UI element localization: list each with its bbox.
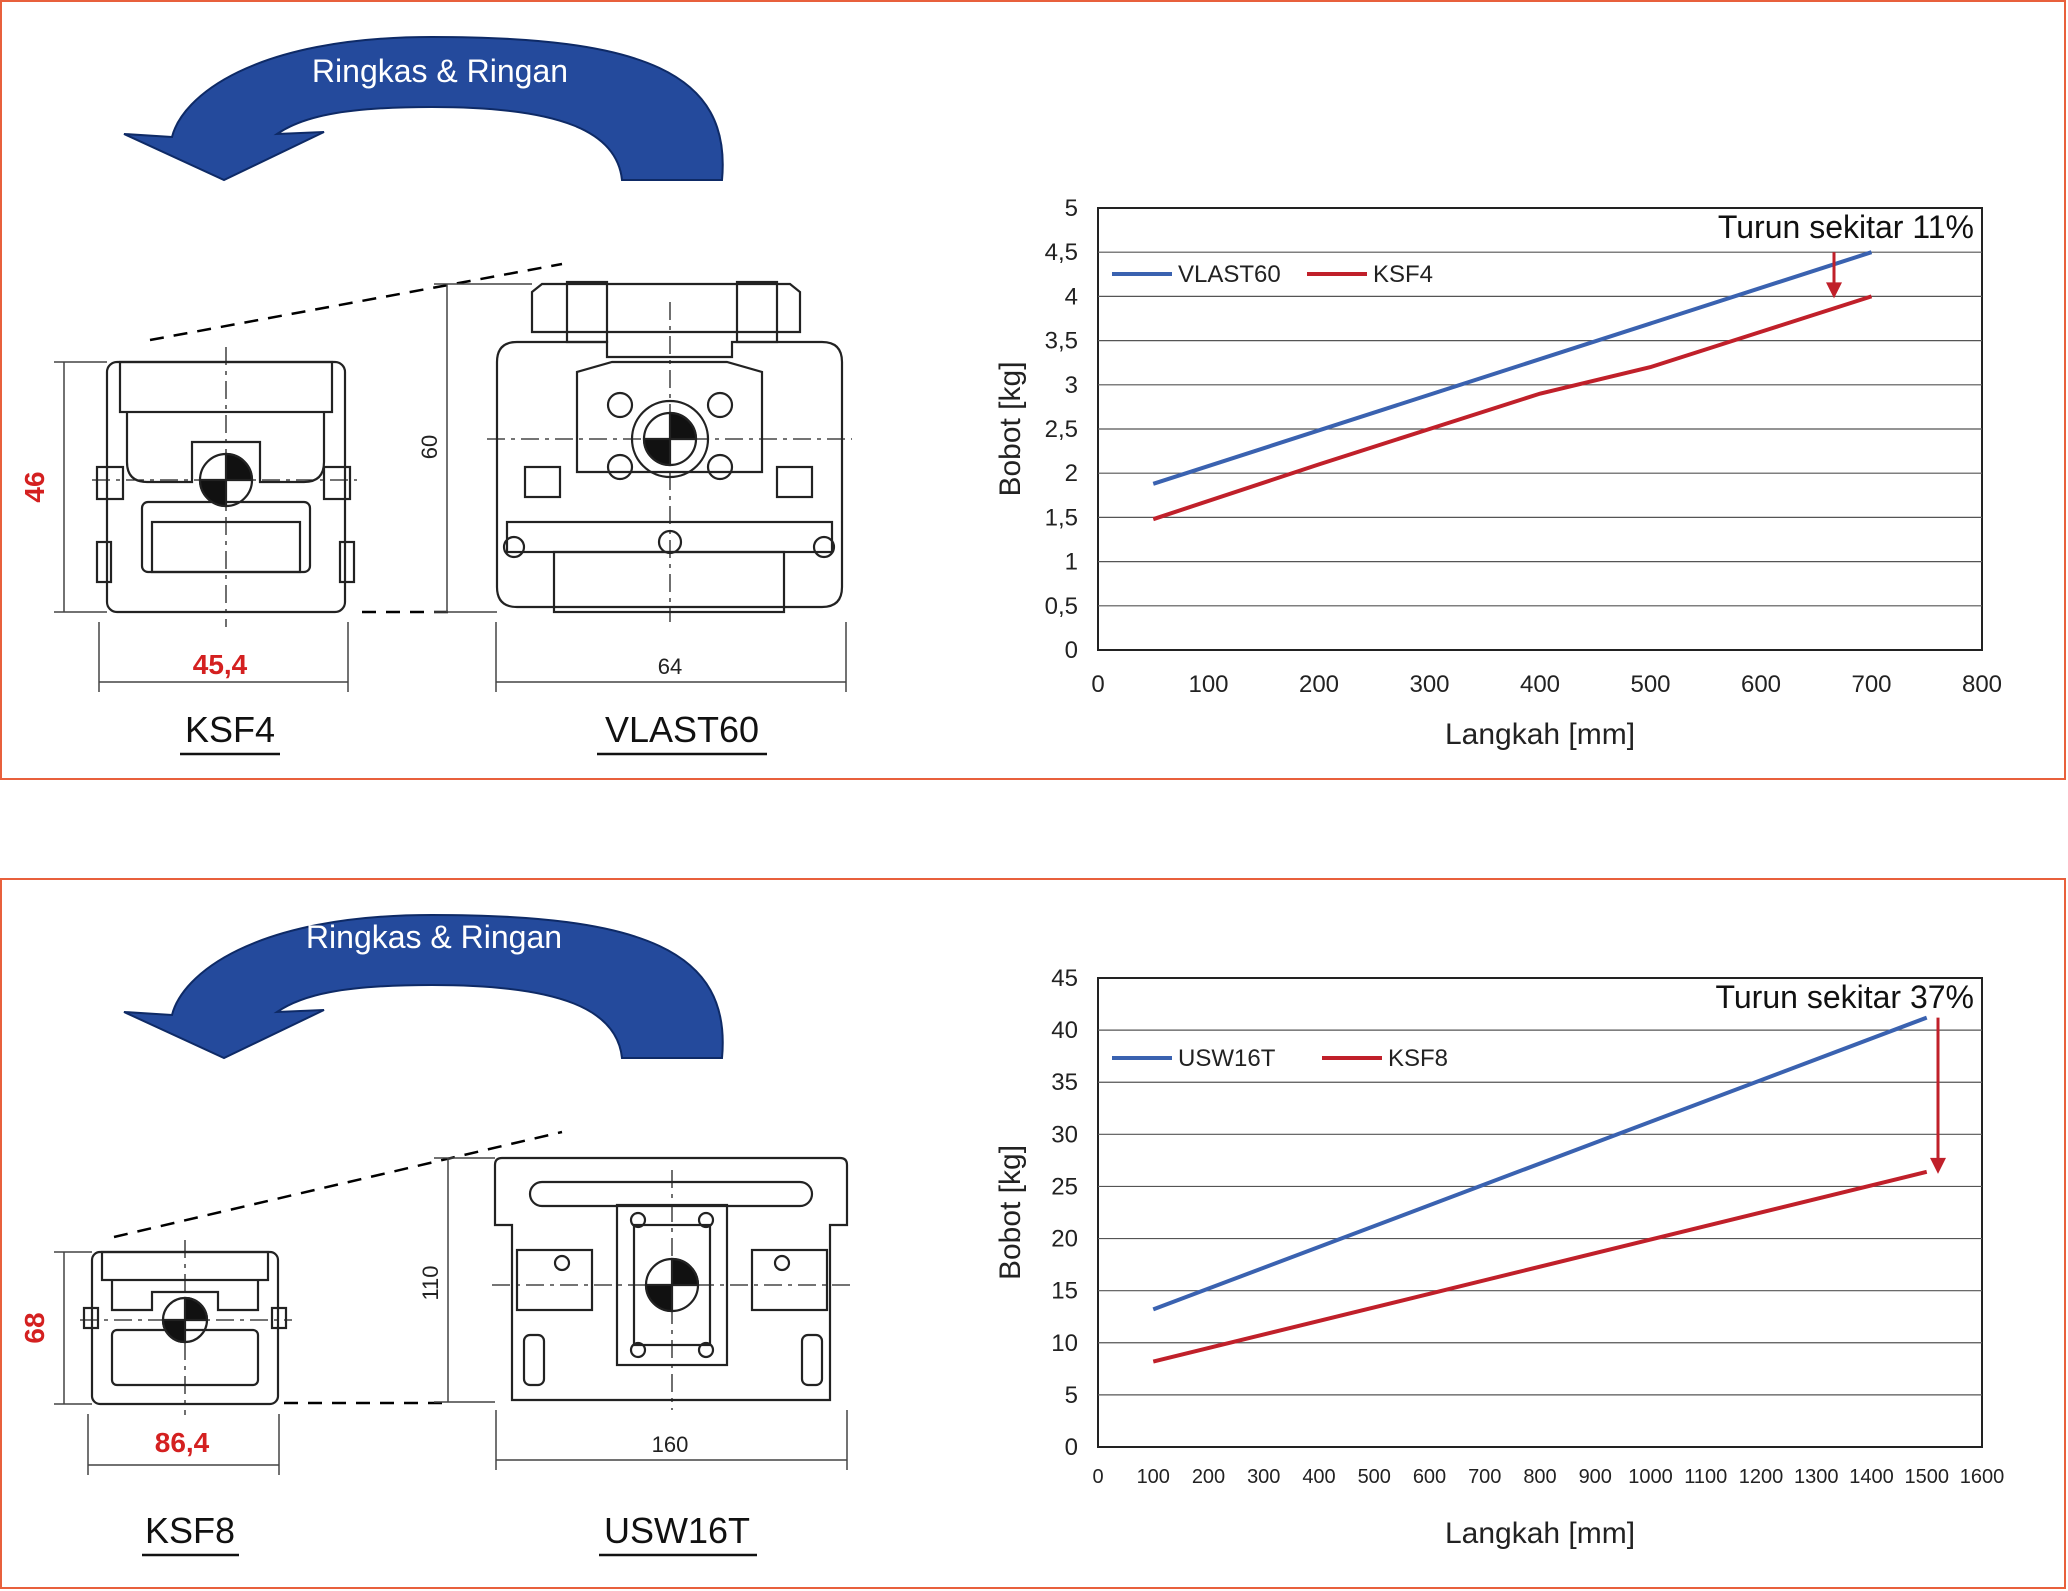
plot-area bbox=[1097, 977, 1983, 1448]
comparison-panel-bottom: Ringkas & Ringan 68 86,4 KSF8 bbox=[0, 878, 2066, 1589]
x-tick-label: 700 bbox=[1851, 671, 1891, 698]
x-tick-label: 0 bbox=[1091, 671, 1104, 698]
y-tick-label: 0 bbox=[1065, 637, 1078, 664]
x-tick-label: 1200 bbox=[1739, 1466, 1784, 1488]
x-tick-label: 0 bbox=[1092, 1466, 1103, 1488]
vlast60-model-label: VLAST60 bbox=[605, 709, 759, 750]
x-tick-label: 800 bbox=[1962, 671, 2002, 698]
x-tick-label: 500 bbox=[1630, 671, 1670, 698]
x-tick-label: 300 bbox=[1247, 1466, 1280, 1488]
comparison-drawing-bottom: Ringkas & Ringan 68 86,4 KSF8 bbox=[19, 913, 2004, 1557]
x-tick-label: 100 bbox=[1188, 671, 1228, 698]
x-axis-label: Langkah [mm] bbox=[1445, 1517, 1635, 1550]
y-tick-label: 5 bbox=[1065, 1382, 1078, 1409]
arrow-banner-text: Ringkas & Ringan bbox=[306, 919, 562, 955]
usw16t-dimensions bbox=[434, 1157, 848, 1470]
y-tick-label: 30 bbox=[1051, 1121, 1078, 1148]
ksf8-model-label: KSF8 bbox=[145, 1510, 235, 1551]
vlast60-width-value: 64 bbox=[658, 654, 682, 679]
compact-light-arrow: Ringkas & Ringan bbox=[123, 35, 724, 182]
legend-label: KSF4 bbox=[1373, 261, 1433, 288]
x-tick-label: 400 bbox=[1520, 671, 1560, 698]
x-tick-label: 800 bbox=[1523, 1466, 1556, 1488]
weight-chart-2: 0 5 10 15 20 25 30 35 40 45 0 100 200 300 400 500 600 700… bbox=[994, 965, 2004, 1550]
x-tick-label: 1600 bbox=[1960, 1466, 2005, 1488]
ksf8-height-value: 68 bbox=[19, 1312, 50, 1343]
x-tick-label: 100 bbox=[1137, 1466, 1170, 1488]
y-tick-label: 3,5 bbox=[1045, 328, 1078, 355]
legend-label: KSF8 bbox=[1388, 1045, 1448, 1072]
y-tick-label: 4 bbox=[1065, 283, 1078, 310]
y-tick-label: 40 bbox=[1051, 1017, 1078, 1044]
y-axis-label: Bobot [kg] bbox=[994, 1145, 1027, 1280]
y-tick-label: 20 bbox=[1051, 1226, 1078, 1253]
y-tick-label: 0,5 bbox=[1045, 593, 1078, 620]
x-tick-label: 1400 bbox=[1849, 1466, 1894, 1488]
comparison-panel-top: Ringkas & Ringan 46 45,4 KSF4 bbox=[0, 0, 2066, 780]
weight-chart-1: 0 0,5 1 1,5 2 2,5 3 3,5 4 4,5 5 0 100 200 300 400 500 600… bbox=[994, 195, 2002, 751]
y-tick-label: 1,5 bbox=[1045, 504, 1078, 531]
y-tick-label: 5 bbox=[1065, 195, 1078, 222]
x-tick-label: 300 bbox=[1409, 671, 1449, 698]
reduction-arrow-head bbox=[1826, 282, 1842, 299]
ksf4-width-value: 45,4 bbox=[193, 649, 248, 680]
x-tick-label: 1100 bbox=[1684, 1466, 1727, 1488]
y-tick-label: 2,5 bbox=[1045, 416, 1078, 443]
scale-dashed-line bbox=[149, 262, 563, 342]
x-tick-label: 700 bbox=[1468, 1466, 1501, 1488]
usw16t-width-value: 160 bbox=[652, 1432, 689, 1457]
usw16t-drawing bbox=[492, 1156, 852, 1410]
scale-dashed-line bbox=[113, 1130, 563, 1239]
x-tick-label: 200 bbox=[1192, 1466, 1225, 1488]
x-tick-label: 1500 bbox=[1905, 1466, 1950, 1488]
ksf8-dimensions bbox=[54, 1251, 280, 1475]
y-tick-label: 10 bbox=[1051, 1330, 1078, 1357]
vlast60-drawing bbox=[487, 280, 852, 622]
ksf8-drawing bbox=[80, 1240, 292, 1415]
x-tick-label: 500 bbox=[1358, 1466, 1391, 1488]
usw16t-height-value: 110 bbox=[418, 1265, 443, 1300]
series-line-ksf4 bbox=[1152, 294, 1873, 522]
y-tick-label: 4,5 bbox=[1045, 239, 1078, 266]
ksf4-height-value: 46 bbox=[19, 471, 50, 502]
ksf4-dimensions bbox=[54, 361, 349, 692]
series-line-vlast60 bbox=[1152, 250, 1873, 486]
x-tick-label: 400 bbox=[1302, 1466, 1335, 1488]
x-tick-label: 600 bbox=[1741, 671, 1781, 698]
arrow-banner-text: Ringkas & Ringan bbox=[312, 53, 568, 89]
legend-label: USW16T bbox=[1178, 1045, 1276, 1072]
x-tick-label: 200 bbox=[1299, 671, 1339, 698]
series-line-usw16t bbox=[1152, 1015, 1928, 1312]
y-tick-label: 15 bbox=[1051, 1278, 1078, 1305]
x-tick-label: 900 bbox=[1579, 1466, 1612, 1488]
y-tick-label: 25 bbox=[1051, 1173, 1078, 1200]
x-tick-label: 600 bbox=[1413, 1466, 1446, 1488]
usw16t-model-label: USW16T bbox=[604, 1510, 750, 1551]
y-tick-label: 2 bbox=[1065, 460, 1078, 487]
reduction-annotation: Turun sekitar 11% bbox=[1718, 209, 1974, 245]
reduction-annotation: Turun sekitar 37% bbox=[1716, 979, 1974, 1015]
y-tick-label: 35 bbox=[1051, 1069, 1078, 1096]
vlast60-dimensions bbox=[434, 283, 847, 692]
y-tick-label: 0 bbox=[1065, 1434, 1078, 1461]
y-tick-label: 1 bbox=[1065, 549, 1078, 576]
ksf8-width-value: 86,4 bbox=[155, 1427, 210, 1458]
x-axis-label: Langkah [mm] bbox=[1445, 718, 1635, 751]
ksf4-drawing bbox=[92, 347, 357, 627]
y-tick-label: 45 bbox=[1051, 965, 1078, 992]
series-line-ksf8 bbox=[1152, 1169, 1928, 1364]
compact-light-arrow: Ringkas & Ringan bbox=[123, 913, 724, 1060]
x-tick-label: 1000 bbox=[1628, 1466, 1673, 1488]
comparison-drawing-top: Ringkas & Ringan 46 45,4 KSF4 bbox=[19, 35, 2002, 756]
x-tick-label: 1300 bbox=[1794, 1466, 1839, 1488]
y-axis-label: Bobot [kg] bbox=[994, 361, 1027, 496]
vlast60-height-value: 60 bbox=[417, 435, 442, 459]
y-tick-label: 3 bbox=[1065, 372, 1078, 399]
legend-label: VLAST60 bbox=[1178, 261, 1281, 288]
reduction-arrow-head bbox=[1930, 1157, 1946, 1174]
ksf4-model-label: KSF4 bbox=[185, 709, 275, 750]
